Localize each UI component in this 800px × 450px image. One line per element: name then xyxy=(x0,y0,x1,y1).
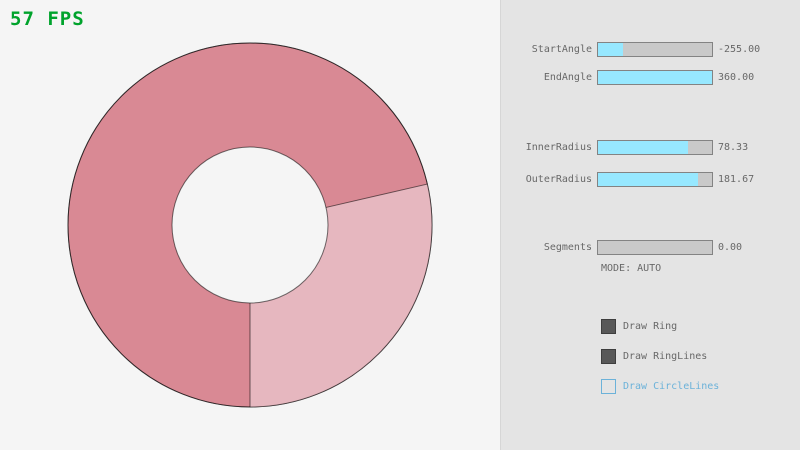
slider-value: 181.67 xyxy=(718,173,755,185)
checkbox-draw-ringlines[interactable]: Draw RingLines xyxy=(601,348,707,364)
slider-fill xyxy=(598,172,699,186)
slider-label: Segments xyxy=(543,241,592,253)
slider-label: EndAngle xyxy=(543,71,592,83)
controls-panel: StartAngle -255.00 EndAngle 360.00 Inner… xyxy=(500,0,800,450)
checkbox-label: Draw Ring xyxy=(623,320,678,332)
slider-value: -255.00 xyxy=(718,43,761,55)
end-angle-slider[interactable] xyxy=(597,69,713,85)
slider-label: OuterRadius xyxy=(525,173,592,185)
slider-label: StartAngle xyxy=(531,43,592,55)
fps-counter: 57 FPS xyxy=(10,8,85,30)
slider-row-outer-radius: OuterRadius 181.67 xyxy=(501,171,800,187)
checkbox-label: Draw RingLines xyxy=(623,350,708,362)
outer-radius-slider[interactable] xyxy=(597,171,713,187)
ring-outline-outer xyxy=(67,42,433,408)
slider-row-inner-radius: InnerRadius 78.33 xyxy=(501,139,800,155)
checkbox-box xyxy=(601,348,616,364)
slider-row-end-angle: EndAngle 360.00 xyxy=(501,69,800,85)
checkbox-draw-ring[interactable]: Draw Ring xyxy=(601,318,677,334)
segments-slider[interactable] xyxy=(597,239,713,255)
slider-label: InnerRadius xyxy=(525,141,592,153)
slider-fill xyxy=(598,42,624,56)
checkbox-draw-circlelines[interactable]: Draw CircleLines xyxy=(601,378,719,394)
ring-chart xyxy=(67,42,433,408)
slider-fill xyxy=(598,140,689,154)
render-canvas: 57 FPS xyxy=(10,8,433,408)
slider-fill xyxy=(598,70,712,84)
mode-label: MODE: AUTO xyxy=(601,263,662,274)
ring-line-right xyxy=(325,183,428,208)
slider-row-segments: Segments 0.00 xyxy=(501,239,800,255)
slider-value: 360.00 xyxy=(718,71,755,83)
ring-inner-hole xyxy=(171,146,329,304)
checkbox-box xyxy=(601,378,616,394)
start-angle-slider[interactable] xyxy=(597,41,713,57)
checkbox-label: Draw CircleLines xyxy=(623,380,720,392)
slider-value: 78.33 xyxy=(718,141,749,153)
inner-radius-slider[interactable] xyxy=(597,139,713,155)
slider-row-start-angle: StartAngle -255.00 xyxy=(501,41,800,57)
slider-value: 0.00 xyxy=(718,241,743,253)
checkbox-box xyxy=(601,318,616,334)
